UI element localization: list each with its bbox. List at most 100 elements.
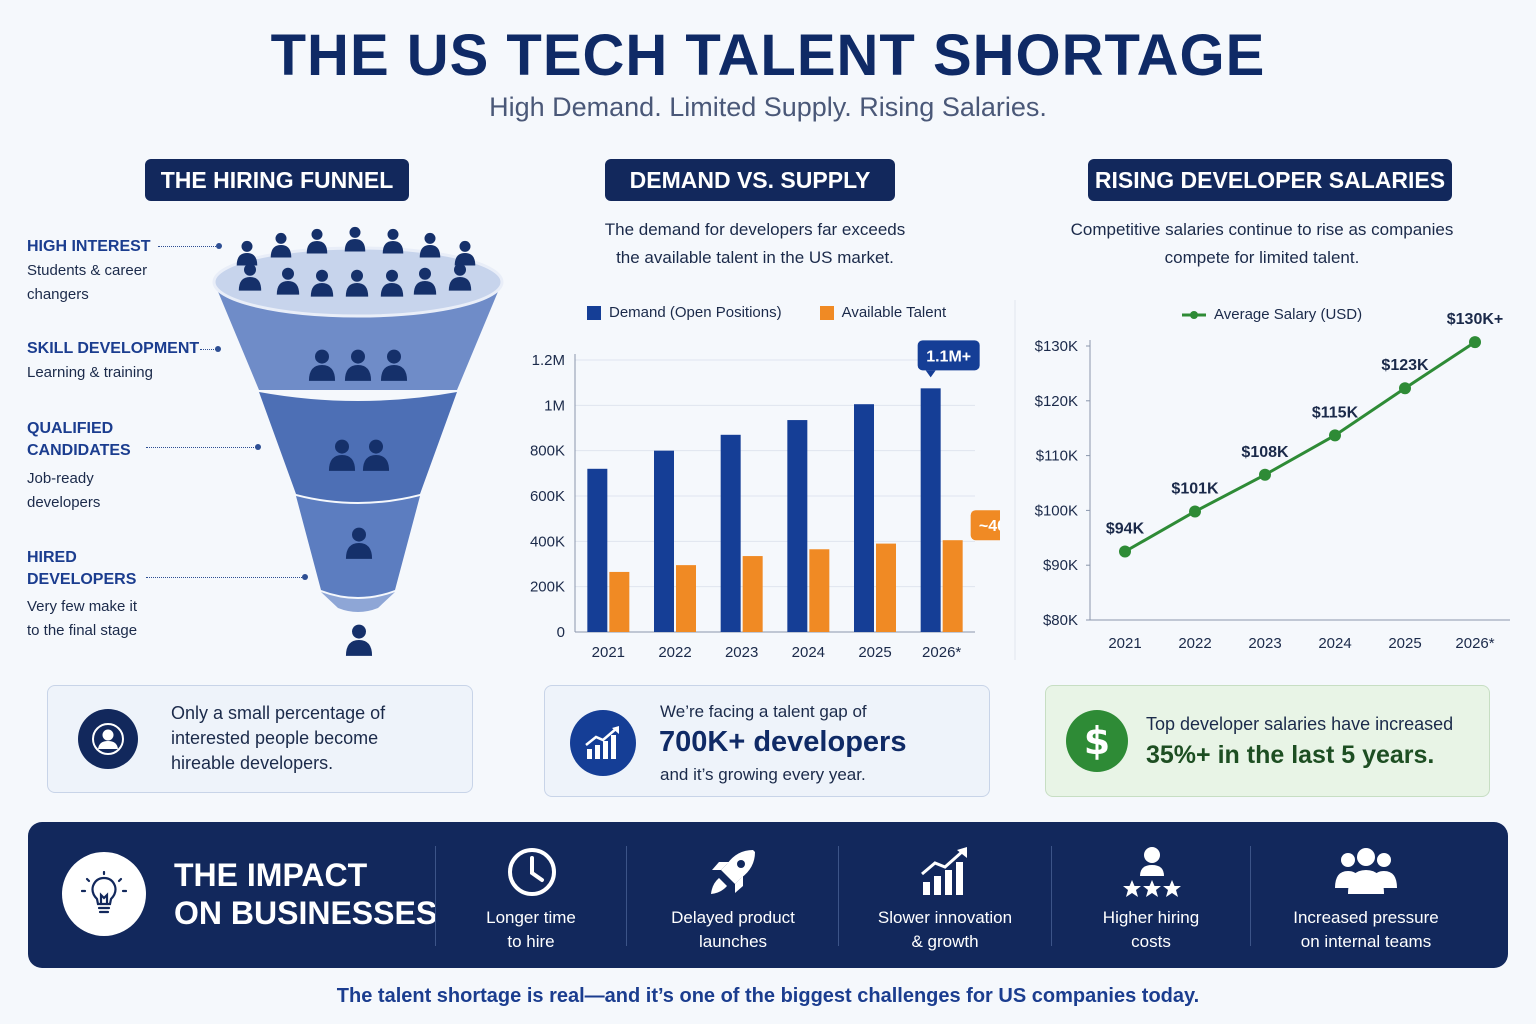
footer-statement: The talent shortage is real—and it’s one… xyxy=(336,985,1200,1007)
demand-bar-2021 xyxy=(587,468,608,632)
talent-bar-2022 xyxy=(676,565,696,632)
talent-legend-label: Available Talent xyxy=(841,304,947,321)
salary-point-2024 xyxy=(1329,429,1341,442)
salary-point-label: $130K+ xyxy=(1447,311,1504,328)
talent-bar-2021 xyxy=(609,571,630,632)
demand-bar-2024 xyxy=(787,420,808,632)
funnel-stage-1-label: HIGH INTEREST xyxy=(27,238,151,255)
demand-legend: Demand (Open Positions) Available Talent xyxy=(587,304,946,321)
bar-x-tick-label: 2026* xyxy=(922,644,961,661)
funnel-connector-dot-4 xyxy=(302,574,308,580)
salary-y-tick-label: $100K xyxy=(1035,502,1078,519)
salary-legend-marker xyxy=(1182,310,1206,319)
page-subtitle: High Demand. Limited Supply. Rising Sala… xyxy=(489,92,1047,122)
impact-divider-3 xyxy=(838,846,839,946)
funnel-connector-2 xyxy=(200,349,216,350)
bar-y-tick-label: 1.2M xyxy=(532,352,565,369)
svg-text:~400K: ~400K xyxy=(979,518,1000,535)
demand-legend-swatch xyxy=(587,305,601,320)
page-title: THE US TECH TALENT SHORTAGE xyxy=(270,23,1266,88)
funnel-heading: THE HIRING FUNNEL xyxy=(145,159,409,201)
salary-y-tick-label: $130K xyxy=(1035,338,1078,355)
funnel-insight-card: Only a small percentage of interested pe… xyxy=(47,685,473,793)
salary-chart: $80K $90K $100K $110K $120K $130K $94K 2021 $101… xyxy=(1014,300,1510,660)
hiring-funnel-graphic xyxy=(212,226,504,656)
demand-bar-2025 xyxy=(854,404,874,632)
funnel-stage-2-people xyxy=(308,349,408,381)
talent-callout: ~400K xyxy=(970,510,1000,541)
salary-x-tick-label: 2023 xyxy=(1248,635,1281,652)
funnel-connector-dot-1 xyxy=(216,243,222,249)
demand-bar-2022 xyxy=(654,450,674,632)
funnel-insight-text: Only a small percentage of interested pe… xyxy=(171,703,386,773)
demand-bar-2026 xyxy=(920,388,941,632)
funnel-stage-4-sub: Very few make it to the final stage xyxy=(27,598,138,639)
growth-chart-icon xyxy=(921,847,967,895)
gap-card-line3: and it’s growing every year. xyxy=(660,765,866,784)
talent-bar-2023 xyxy=(742,556,763,632)
gap-card-line1: We’re facing a talent gap of xyxy=(660,702,867,721)
salary-point-2023 xyxy=(1259,468,1271,481)
bar-x-tick-label: 2022 xyxy=(658,644,691,661)
talent-gap-card: We’re facing a talent gap of 700K+ devel… xyxy=(544,685,990,797)
salary-point-label: $123K xyxy=(1381,357,1429,374)
salary-y-tick-label: $90K xyxy=(1043,557,1078,574)
funnel-stage-2-label: SKILL DEVELOPMENT xyxy=(27,340,200,357)
rocket-icon xyxy=(711,850,755,894)
bar-y-tick-label: 0 xyxy=(557,624,565,641)
demand-supply-chart: 0 200K 400K 600K 800K 1M 1.2M 2021 2022 2023 2024 2… xyxy=(530,340,1000,661)
salary-point-label: $101K xyxy=(1171,480,1219,497)
clock-icon xyxy=(508,848,556,896)
salaries-heading: RISING DEVELOPER SALARIES xyxy=(1088,159,1452,201)
bar-x-tick-label: 2023 xyxy=(725,644,758,661)
salary-card-line1: Top developer salaries have increased xyxy=(1146,714,1454,734)
bar-y-tick-label: 600K xyxy=(530,488,565,505)
impact-title: THE IMPACT ON BUSINESSES xyxy=(174,857,438,931)
bar-y-tick-label: 200K xyxy=(530,579,565,596)
impact-divider-2 xyxy=(626,846,627,946)
salary-x-tick-label: 2024 xyxy=(1318,635,1351,652)
funnel-connector-dot-3 xyxy=(255,444,261,450)
gap-card-figure: 700K+ developers xyxy=(659,726,907,758)
salary-point-label: $108K xyxy=(1241,444,1289,461)
impact-item-innovation: Slower innovation & growth xyxy=(839,822,1051,968)
demand-legend-label: Demand (Open Positions) xyxy=(609,304,782,321)
user-icon xyxy=(78,709,138,769)
funnel-connector-3 xyxy=(146,447,256,448)
salary-x-tick-label: 2022 xyxy=(1178,635,1211,652)
impact-banner: THE IMPACT ON BUSINESSES Longer time to h… xyxy=(28,822,1508,968)
funnel-segment-4 xyxy=(321,592,395,612)
talent-bar-2026 xyxy=(942,540,963,632)
salary-legend: Average Salary (USD) xyxy=(1182,306,1362,323)
salary-x-tick-label: 2021 xyxy=(1108,635,1141,652)
funnel-stage-1-sub: Students & career changers xyxy=(27,262,148,303)
lightbulb-icon xyxy=(62,852,146,936)
impact-divider-4 xyxy=(1051,846,1052,946)
team-icon xyxy=(1335,848,1397,894)
salary-card-figure: 35%+ in the last 5 years. xyxy=(1146,741,1435,769)
svg-text:1.1M+: 1.1M+ xyxy=(926,348,971,365)
bar-y-tick-label: 400K xyxy=(530,533,565,550)
funnel-stage-4-label: HIRED DEVELOPERS xyxy=(27,549,137,588)
salary-point-2022 xyxy=(1189,505,1201,518)
funnel-stage-3-label: QUALIFIED CANDIDATES xyxy=(27,420,131,459)
star-rating-icon xyxy=(1123,847,1181,897)
impact-item-time: Longer time to hire xyxy=(436,822,626,968)
demand-heading: DEMAND VS. SUPPLY xyxy=(605,159,895,201)
funnel-stage-3-sub: Job-ready developers xyxy=(27,470,101,511)
impact-item-pressure: Increased pressure on internal teams xyxy=(1251,822,1481,968)
salary-legend-label: Average Salary (USD) xyxy=(1214,306,1363,323)
impact-item-launches: Delayed product launches xyxy=(627,822,839,968)
dollar-icon: $ xyxy=(1066,710,1128,772)
growth-chart-icon xyxy=(570,710,636,776)
bar-y-tick-label: 800K xyxy=(530,443,565,460)
funnel-segment-2 xyxy=(259,392,457,502)
salary-x-tick-label: 2026* xyxy=(1455,635,1494,652)
impact-item-costs: Higher hiring costs xyxy=(1052,822,1250,968)
salary-x-tick-label: 2025 xyxy=(1388,635,1421,652)
salary-point-2025 xyxy=(1399,382,1411,395)
funnel-connector-1 xyxy=(158,246,218,247)
talent-bar-2025 xyxy=(876,543,896,632)
demand-callout: 1.1M+ xyxy=(917,340,980,378)
talent-legend-swatch xyxy=(819,305,834,320)
